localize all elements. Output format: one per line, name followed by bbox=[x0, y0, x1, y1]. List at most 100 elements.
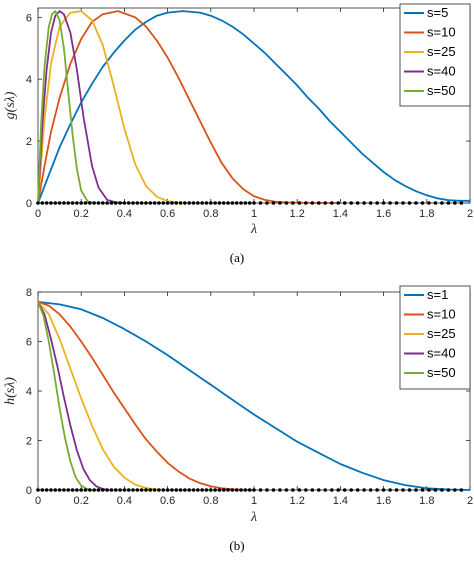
eigenvalue-dot bbox=[310, 488, 315, 492]
eigenvalue-dot bbox=[161, 201, 166, 205]
series-line-s=25 bbox=[37, 301, 168, 491]
eigenvalue-dot bbox=[217, 488, 222, 492]
eigenvalue-dot bbox=[381, 488, 386, 492]
x-axis-label: λ bbox=[250, 222, 257, 237]
eigenvalue-dot bbox=[234, 201, 239, 205]
eigenvalue-dot bbox=[126, 201, 131, 205]
eigenvalue-dot bbox=[342, 201, 347, 205]
eigenvalue-dot bbox=[191, 201, 196, 205]
eigenvalue-dot bbox=[170, 488, 174, 492]
series-line-s=50 bbox=[37, 10, 95, 204]
legend-entry: s=40 bbox=[427, 64, 456, 79]
eigenvalue-dot bbox=[414, 201, 418, 205]
eigenvalue-dot bbox=[152, 488, 157, 492]
eigenvalue-dot bbox=[148, 201, 153, 205]
legend-box bbox=[399, 3, 471, 107]
eigenvalue-dot bbox=[252, 488, 256, 492]
eigenvalue-dot bbox=[36, 201, 40, 205]
eigenvalue-dot bbox=[446, 488, 451, 492]
eigenvalue-dot bbox=[323, 201, 328, 205]
eigenvalue-dot bbox=[239, 201, 243, 205]
figure-caption: (a) bbox=[230, 250, 244, 265]
eigenvalue-dot bbox=[178, 201, 183, 205]
legend-entry: s=5 bbox=[427, 5, 448, 20]
eigenvalue-dot bbox=[349, 201, 354, 205]
eigenvalue-dot bbox=[209, 201, 213, 205]
eigenvalue-dot bbox=[105, 488, 109, 492]
eigenvalue-dot bbox=[157, 201, 161, 205]
eigenvalue-dot bbox=[362, 488, 366, 492]
eigenvalue-dot bbox=[368, 488, 373, 492]
eigenvalue-dot bbox=[394, 201, 399, 205]
y-tick-label: 6 bbox=[26, 12, 32, 24]
eigenvalue-dot bbox=[113, 488, 118, 492]
eigenvalue-dot bbox=[278, 488, 282, 492]
eigenvalue-dot bbox=[323, 488, 328, 492]
eigenvalue-dot bbox=[336, 201, 341, 205]
eigenvalue-dot bbox=[342, 488, 347, 492]
eigenvalue-dot bbox=[234, 488, 239, 492]
legend-entry: s=25 bbox=[427, 326, 456, 341]
eigenvalue-dot bbox=[226, 488, 230, 492]
eigenvalue-dot bbox=[258, 201, 263, 205]
eigenvalue-dot bbox=[209, 488, 213, 492]
legend-box bbox=[399, 285, 471, 390]
eigenvalue-dot bbox=[297, 488, 302, 492]
eigenvalue-dot bbox=[183, 488, 187, 492]
eigenvalue-dot bbox=[226, 201, 230, 205]
eigenvalue-dot bbox=[109, 201, 114, 205]
eigenvalue-dot bbox=[446, 201, 451, 205]
y-axis-label: g(sλ) bbox=[3, 91, 18, 119]
series-line-s=40 bbox=[37, 10, 125, 204]
eigenvalue-dot bbox=[213, 488, 217, 492]
eigenvalue-dot bbox=[57, 201, 62, 205]
eigenvalue-dot bbox=[75, 488, 79, 492]
x-tick-label: 1.2 bbox=[290, 208, 305, 220]
series-line-s=25 bbox=[37, 10, 190, 204]
eigenvalue-dot bbox=[349, 488, 354, 492]
legend-entry: s=10 bbox=[427, 25, 456, 40]
legend-entry: s=40 bbox=[427, 346, 456, 361]
eigenvalue-dot bbox=[144, 488, 148, 492]
eigenvalue-dot bbox=[191, 488, 196, 492]
eigenvalue-dot bbox=[243, 201, 248, 205]
eigenvalue-dot bbox=[453, 488, 457, 492]
eigenvalue-dot bbox=[75, 201, 79, 205]
chart-b: 0 0.2 0.4 0.6 0.8 1 1.2 1.4 1.6 1.8 2 0 2 4 6 8 λ h(sλ) s=… bbox=[3, 285, 473, 525]
x-tick-label: 1 bbox=[251, 495, 257, 507]
eigenvalue-dot bbox=[62, 488, 66, 492]
eigenvalue-dot bbox=[247, 201, 252, 205]
eigenvalue-dot bbox=[200, 488, 204, 492]
eigenvalue-dot bbox=[174, 201, 179, 205]
eigenvalue-dot bbox=[265, 201, 269, 205]
eigenvalue-dot bbox=[161, 488, 166, 492]
legend-entry: s=50 bbox=[427, 365, 456, 380]
x-tick-label: 1.8 bbox=[419, 208, 434, 220]
eigenvalue-dot bbox=[375, 488, 379, 492]
eigenvalue-dot bbox=[297, 201, 302, 205]
y-tick-label: 2 bbox=[26, 136, 32, 148]
eigenvalue-dot bbox=[152, 201, 157, 205]
eigenvalue-dot bbox=[355, 201, 360, 205]
x-tick-label: 0 bbox=[35, 208, 41, 220]
eigenvalue-dot bbox=[44, 488, 49, 492]
eigenvalue-dot bbox=[388, 488, 392, 492]
eigenvalue-dot bbox=[200, 201, 204, 205]
eigenvalue-dot bbox=[44, 201, 49, 205]
legend: s=5 s=10 s=25 s=40 s=50 bbox=[399, 3, 471, 107]
eigenvalue-dot bbox=[62, 201, 66, 205]
eigenvalue-dot bbox=[217, 201, 222, 205]
x-tick-label: 1.8 bbox=[419, 495, 434, 507]
eigenvalue-dot bbox=[336, 488, 341, 492]
eigenvalue-dot bbox=[329, 488, 334, 492]
legend: s=1 s=10 s=25 s=40 s=50 bbox=[399, 285, 471, 390]
eigenvalue-dot bbox=[88, 201, 92, 205]
y-tick-label: 4 bbox=[26, 74, 32, 86]
x-tick-label: 2 bbox=[467, 208, 473, 220]
eigenvalue-dot bbox=[57, 488, 62, 492]
eigenvalue-dot bbox=[139, 488, 144, 492]
eigenvalue-dot bbox=[40, 201, 45, 205]
eigenvalue-dot bbox=[105, 201, 109, 205]
eigenvalue-dot bbox=[407, 488, 412, 492]
eigenvalue-dot bbox=[394, 488, 399, 492]
